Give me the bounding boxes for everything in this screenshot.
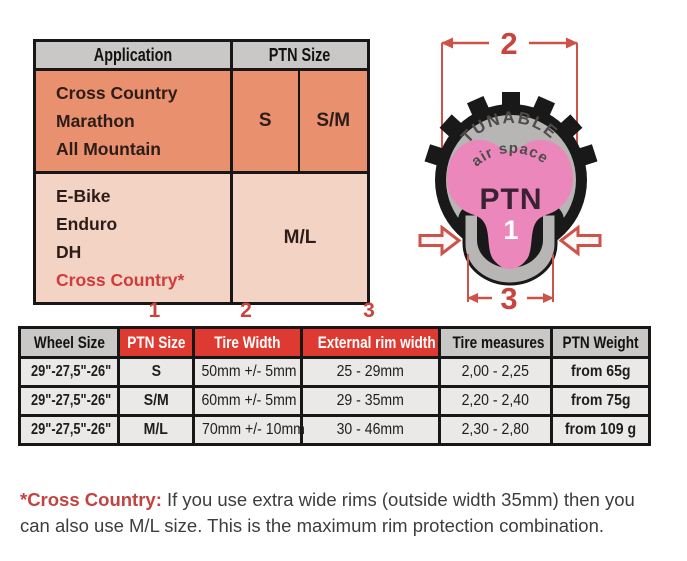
cross-country-footnote: *Cross Country: If you use extra wide ri… (20, 487, 668, 539)
application-row-enduro: E-Bike Enduro DH Cross Country* M/L (33, 171, 370, 305)
application-item: All Mountain (56, 139, 161, 159)
application-item: E-Bike (56, 186, 111, 206)
ptn-size-cell: S (117, 356, 195, 388)
tire-measures-cell: 2,00 - 2,25 (438, 356, 553, 388)
tire-measures-cell: 2,20 - 2,40 (438, 385, 553, 417)
ptn-weight-cell: from 109 g (550, 414, 651, 446)
dimension-3-lines (467, 254, 554, 303)
tire-width-cell: 50mm +/- 5mm (192, 356, 303, 388)
ptn-size-cell: S/M (117, 385, 195, 417)
wheel-size-cell: 29"-27,5"-26" (18, 414, 120, 446)
application-row-xc: Cross Country Marathon All Mountain S S/… (33, 68, 370, 174)
tire-cross-section-diagram: 2 TUNABLE air space (418, 26, 602, 316)
application-item: Marathon (56, 111, 135, 131)
ptn-weight-header: PTN Weight (550, 326, 651, 359)
ptn-insert-shape (446, 139, 574, 269)
applications-cell: Cross Country Marathon All Mountain (33, 68, 233, 174)
column-number-row: 1 2 3 (18, 299, 648, 323)
size-sm-cell: S/M (297, 68, 370, 174)
column-number-1: 1 (148, 299, 161, 322)
size-ml-cell: M/L (230, 171, 370, 305)
applications-cell: E-Bike Enduro DH Cross Country* (33, 171, 233, 305)
application-item: Enduro (56, 214, 118, 234)
rim-width-arrow-icons (418, 224, 602, 257)
external-rim-width-cell: 29 - 35mm (300, 385, 441, 417)
ptn-weight-cell: from 65g (550, 356, 651, 388)
application-header-cell: Application (33, 39, 233, 71)
external-rim-width-cell: 30 - 46mm (300, 414, 441, 446)
ptn-size-number: 1 (503, 215, 518, 245)
size-table-row: 29"-27,5"-26" S 50mm +/- 5mm 25 - 29mm 2… (18, 356, 651, 388)
ptn-label: PTN (480, 183, 543, 216)
size-s-cell: S (230, 68, 300, 174)
right-arrow-icon (558, 224, 602, 257)
ptn-size-header-cell: PTN Size (230, 39, 370, 71)
ptn-size-header: PTN Size (117, 326, 195, 359)
size-table-row: 29"-27,5"-26" M/L 70mm +/- 10mm 30 - 46m… (18, 414, 651, 446)
application-item: Cross Country (56, 83, 178, 103)
column-number-3: 3 (363, 299, 375, 322)
column-number-2: 2 (240, 299, 252, 322)
ptn-weight-cell: from 75g (550, 385, 651, 417)
size-spec-table: Wheel Size PTN Size Tire Width External … (18, 326, 651, 446)
size-table-row: 29"-27,5"-26" S/M 60mm +/- 5mm 29 - 35mm… (18, 385, 651, 417)
external-rim-width-cell: 25 - 29mm (300, 356, 441, 388)
footnote-label: *Cross Country: (20, 488, 162, 510)
ptn-size-cell: M/L (117, 414, 195, 446)
footnote-text: If you use extra wide rims (outside widt… (20, 488, 635, 536)
tire-width-cell: 70mm +/- 10mm (192, 414, 305, 446)
size-table-header-row: Wheel Size PTN Size Tire Width External … (18, 326, 651, 359)
application-table: Application PTN Size Cross Country Marat… (33, 39, 370, 305)
tire-width-cell: 60mm +/- 5mm (192, 385, 303, 417)
left-arrow-icon (418, 224, 462, 257)
dimension-3-label: 3 (500, 281, 517, 316)
external-rim-width-header: External rim width (300, 326, 441, 359)
tire-measures-cell: 2,30 - 2,80 (438, 414, 553, 446)
application-item: DH (56, 242, 82, 262)
tire-width-header: Tire Width (192, 326, 303, 359)
dimension-2-label: 2 (500, 26, 517, 61)
wheel-size-cell: 29"-27,5"-26" (18, 385, 120, 417)
application-table-header-row: Application PTN Size (33, 39, 370, 71)
wheel-size-header: Wheel Size (18, 326, 120, 359)
application-item-cross-country-asterisk: Cross Country* (56, 270, 185, 290)
wheel-size-cell: 29"-27,5"-26" (18, 356, 120, 388)
tire-measures-header: Tire measures (438, 326, 553, 359)
